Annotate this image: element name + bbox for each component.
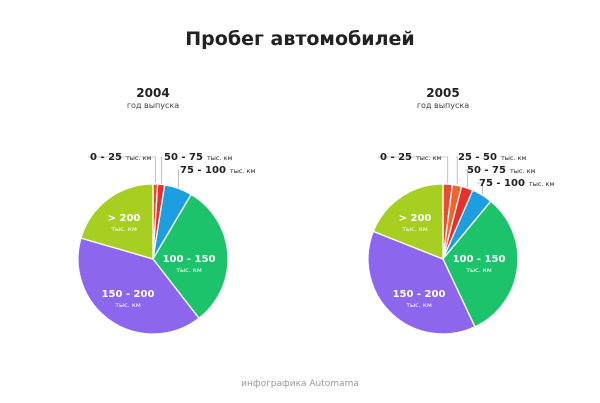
pie-slice-over-200: [372, 183, 444, 260]
slice-unit-100-150: тыс. км: [176, 266, 202, 274]
leader-line-0-25: [88, 156, 156, 183]
slice-label-0-25: 0 - 25 тыс. км: [380, 152, 442, 163]
slice-label-150-200: 150 - 200: [102, 289, 155, 300]
chart-title: Пробег автомобилей: [185, 28, 415, 50]
slice-unit-over-200: тыс. км: [402, 225, 428, 233]
pie-2005-title: 2005: [426, 86, 460, 100]
slice-label-over-200: > 200: [108, 213, 141, 224]
pie-slice-150-200: [367, 230, 476, 335]
slice-label-50-75: 50 - 75 тыс. км: [467, 165, 536, 176]
slice-label-75-100: 75 - 100 тыс. км: [180, 165, 255, 176]
slice-label-50-75: 50 - 75 тыс. км: [164, 152, 233, 163]
slice-label-100-150: 100 - 150: [163, 254, 216, 265]
leader-line-50-75: [465, 169, 468, 188]
slice-label-0-25: 0 - 25 тыс. км: [90, 152, 152, 163]
pie-2005-subtitle: год выпуска: [416, 101, 470, 110]
pie-2004-subtitle: год выпуска: [126, 101, 180, 110]
leader-line-50-75: [161, 156, 162, 184]
pie-2004-title: 2004: [136, 86, 170, 100]
slice-label-25-50: 25 - 50 тыс. км: [458, 152, 527, 163]
leader-line-0-25: [378, 156, 449, 184]
pie-2004: 0 - 25 тыс. км 50 - 75 тыс. км 75 - 100 тыс. …: [77, 152, 255, 335]
slice-unit-over-200: тыс. км: [111, 225, 137, 233]
pie-slice-150-200: [77, 237, 200, 335]
leader-line-75-100: [178, 169, 179, 188]
pie-2005: 0 - 25 тыс. км 25 - 50 тыс. км 50 - 75 тыс. к…: [367, 152, 554, 335]
leader-line-75-100: [477, 182, 484, 195]
pie-slice-100-150: [152, 193, 229, 320]
slice-label-150-200: 150 - 200: [393, 289, 446, 300]
slice-label-75-100: 75 - 100 тыс. км: [479, 178, 554, 189]
leader-line-25-50: [456, 156, 458, 185]
pie-slice-100-150: [442, 200, 519, 328]
slice-label-100-150: 100 - 150: [453, 254, 506, 265]
slice-label-over-200: > 200: [399, 213, 432, 224]
slice-unit-150-200: тыс. км: [406, 301, 432, 309]
slice-unit-100-150: тыс. км: [466, 266, 492, 274]
footer-credit: инфографика Automama: [241, 379, 359, 389]
slice-unit-150-200: тыс. км: [115, 301, 141, 309]
pie-slice-over-200: [80, 183, 154, 260]
